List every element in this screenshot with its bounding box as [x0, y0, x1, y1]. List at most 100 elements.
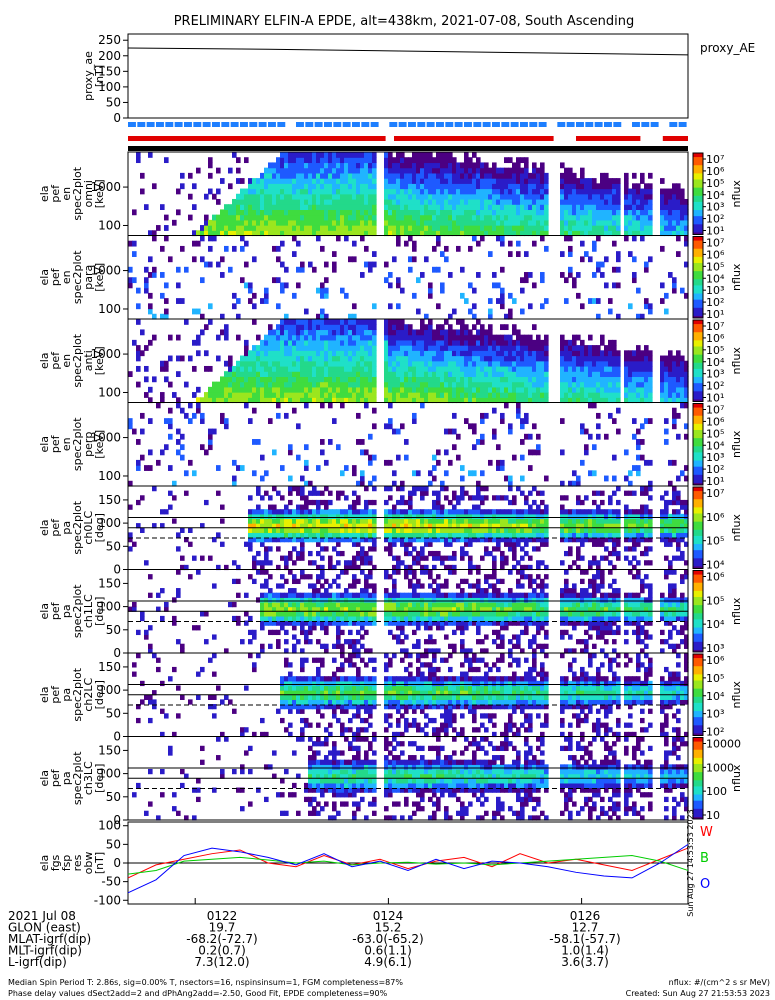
spectrogram-cell: [488, 334, 493, 341]
spectrogram-cell: [472, 219, 477, 226]
spectrogram-cell: [492, 350, 497, 357]
spectrogram-cell: [504, 523, 509, 529]
spectrogram-cell: [280, 509, 285, 515]
spectrogram-cell: [488, 193, 493, 200]
spectrogram-cell: [484, 167, 489, 174]
spectrogram-cell: [208, 386, 213, 393]
spectrogram-cell: [488, 198, 493, 205]
spectrogram-cell: [504, 513, 509, 520]
spectrogram-cell: [456, 532, 461, 538]
spectrogram-cell: [244, 214, 249, 221]
spectrogram-cell: [400, 172, 405, 179]
spectrogram-cell: [288, 527, 293, 533]
spectrogram-cell: [272, 518, 277, 524]
spectrogram-cell: [320, 499, 325, 506]
spectrogram-cell: [476, 386, 481, 393]
spectrogram-cell: [572, 172, 577, 179]
spectrogram-cell: [572, 360, 577, 367]
spectrogram-cell: [408, 550, 413, 557]
spectrogram-cell: [588, 518, 593, 524]
spectrogram-cell: [408, 188, 413, 195]
spectrogram-cell: [444, 345, 449, 351]
spectrogram-cell: [564, 198, 569, 205]
spectrogram-cell: [304, 308, 309, 315]
spectrogram-cell: [540, 345, 545, 351]
spectrogram-cell: [372, 334, 377, 341]
status-bars: [128, 122, 688, 151]
spectrogram-cell: [304, 459, 309, 466]
spectrogram-cell: [356, 219, 361, 226]
spectrogram-cell: [416, 219, 421, 226]
spectrogram-cell: [532, 282, 537, 289]
spectrogram-cell: [488, 527, 493, 533]
spectrogram-cell: [272, 527, 277, 533]
spectrogram-cell: [432, 339, 437, 346]
spectrogram-cell: [288, 392, 293, 398]
spectrogram-cell: [680, 204, 685, 211]
spectrogram-cell: [436, 167, 441, 174]
spectrogram-cell: [540, 209, 545, 216]
spectrogram-cell: [444, 470, 449, 477]
spectrogram-cell: [424, 167, 429, 174]
spectrogram-cell: [304, 172, 309, 179]
spectrogram-cell: [336, 532, 341, 538]
spectrogram-cell: [388, 423, 393, 430]
spectrogram-cell: [440, 188, 445, 195]
spectrogram-cell: [588, 402, 593, 409]
spectrogram-cell: [296, 376, 301, 383]
spectrogram-cell: [272, 219, 277, 226]
spectrogram-cell: [668, 371, 673, 378]
colorbar-label: nflux: [730, 347, 743, 375]
spectrogram-cell: [488, 251, 493, 257]
spectrogram-cell: [324, 230, 329, 237]
spectrogram-cell: [312, 162, 317, 169]
spectrogram-cell: [412, 214, 417, 221]
spectrogram-cell: [532, 527, 537, 533]
spectrogram-cell: [468, 188, 473, 195]
spectrogram-cell: [400, 334, 405, 341]
spectrogram-cell: [628, 480, 633, 487]
spectrogram-cell: [440, 392, 445, 398]
spectrogram-cell: [624, 188, 629, 195]
spectrogram-cell: [596, 381, 601, 388]
spectrogram-cell: [308, 523, 313, 529]
spectrogram-cell: [484, 509, 489, 515]
spectrogram-cell: [200, 225, 205, 231]
spectrogram-cell: [292, 324, 297, 331]
spectrogram-cell: [560, 204, 565, 211]
spectrogram-cell: [312, 355, 317, 362]
spectrogram-cell: [340, 214, 345, 221]
spectrogram-cell: [352, 537, 357, 543]
spectrogram-cell: [456, 376, 461, 383]
spectrogram-cell: [148, 272, 153, 278]
spectrogram-cell: [220, 214, 225, 221]
spectrogram-cell: [508, 157, 513, 164]
spectrogram-cell: [340, 167, 345, 174]
spectrogram-cell: [444, 225, 449, 231]
spectrogram-cell: [600, 537, 605, 543]
spectrogram-cell: [444, 495, 449, 501]
spectrogram-cell: [436, 334, 441, 341]
spectrogram-cell: [604, 360, 609, 367]
spectrogram-cell: [296, 371, 301, 378]
spectrogram-cell: [364, 555, 369, 561]
spectrogram-cell: [500, 360, 505, 367]
colorbar-tick-label: 10⁴: [706, 189, 725, 202]
spectrogram-cell: [612, 397, 617, 404]
spectrogram-cell: [452, 350, 457, 357]
blue-bar-segment: [314, 122, 323, 127]
ae-tick-label: 0: [113, 111, 121, 125]
spectrogram-cell: [668, 209, 673, 216]
spectrogram-cell: [480, 204, 485, 211]
spectrogram-cell: [356, 214, 361, 221]
spectrogram-cell: [496, 365, 501, 372]
spectrogram-cell: [320, 345, 325, 351]
spectrogram-cell: [336, 381, 341, 388]
spectrogram-cell: [352, 172, 357, 179]
spectrogram-cell: [468, 178, 473, 184]
spectrogram-cell: [316, 550, 321, 557]
spectrogram-cell: [412, 412, 417, 419]
spectrogram-cell: [320, 324, 325, 331]
spectrogram-cell: [412, 418, 417, 424]
spectrogram-cell: [512, 350, 517, 357]
